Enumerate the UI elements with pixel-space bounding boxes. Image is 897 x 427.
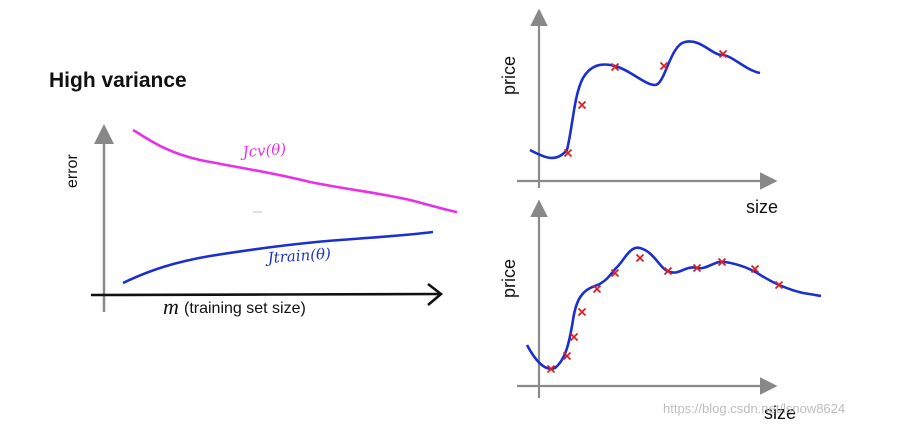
top-data-point-marker (577, 100, 587, 110)
y-axis-label: error (64, 154, 81, 188)
top-data-point-marker (718, 49, 728, 59)
top-data-point-marker (563, 148, 573, 158)
bottom-fit-plot: price size (499, 199, 822, 423)
top-data-point-marker (610, 62, 620, 72)
bottom-data-point-marker (717, 257, 727, 267)
top-fit-plot: price size (499, 8, 778, 217)
x-axis-arrowhead (427, 282, 444, 306)
bottom-data-point-marker (750, 264, 760, 274)
bottom-data-points (546, 253, 784, 374)
bottom-data-point-marker (774, 280, 784, 290)
bottom-data-point-marker (610, 268, 620, 278)
top-fit-curve (529, 40, 761, 160)
bottom-data-point-marker (692, 263, 702, 273)
cv-error-curve (132, 128, 458, 214)
bottom-data-point-marker (546, 364, 556, 374)
watermark-text: https://blog.csdn.net/lsnow8624 (663, 401, 845, 416)
top-data-point-marker (659, 61, 669, 71)
x-axis (90, 292, 441, 297)
bottom-data-point-marker (562, 351, 572, 361)
top-data-points (563, 49, 728, 158)
train-curve-label: Jtrain(θ) (264, 245, 332, 268)
cv-curve-label: Jcv(θ) (239, 140, 287, 161)
bottom-x-axis-label: size (764, 403, 796, 423)
learning-curve-panel: High variance error m (training set size… (49, 69, 458, 319)
bottom-data-point-marker (577, 307, 587, 317)
bottom-data-point-marker (663, 266, 673, 276)
x-axis-label: (training set size) (184, 300, 306, 317)
bottom-y-axis-label: price (499, 259, 519, 298)
panel-title: High variance (49, 69, 187, 92)
bottom-data-point-marker (635, 253, 645, 263)
top-x-axis-label: size (746, 197, 778, 217)
train-error-curve (122, 230, 434, 285)
bottom-data-point-marker (569, 332, 579, 342)
top-y-axis-label: price (499, 56, 519, 95)
bottom-data-point-marker (592, 284, 602, 294)
x-axis-symbol: m (163, 294, 179, 319)
bottom-fit-curve (525, 246, 822, 371)
